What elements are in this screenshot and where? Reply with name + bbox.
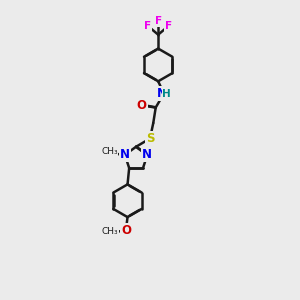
Text: N: N	[120, 148, 130, 161]
Text: F: F	[154, 16, 162, 26]
Text: H: H	[163, 88, 171, 99]
Text: CH₃: CH₃	[101, 147, 118, 156]
Text: F: F	[144, 21, 151, 31]
Text: CH₃: CH₃	[102, 227, 118, 236]
Text: N: N	[157, 87, 166, 100]
Text: S: S	[146, 132, 154, 145]
Text: F: F	[165, 21, 172, 31]
Text: O: O	[137, 98, 147, 112]
Text: N: N	[142, 148, 152, 161]
Text: O: O	[121, 224, 131, 237]
